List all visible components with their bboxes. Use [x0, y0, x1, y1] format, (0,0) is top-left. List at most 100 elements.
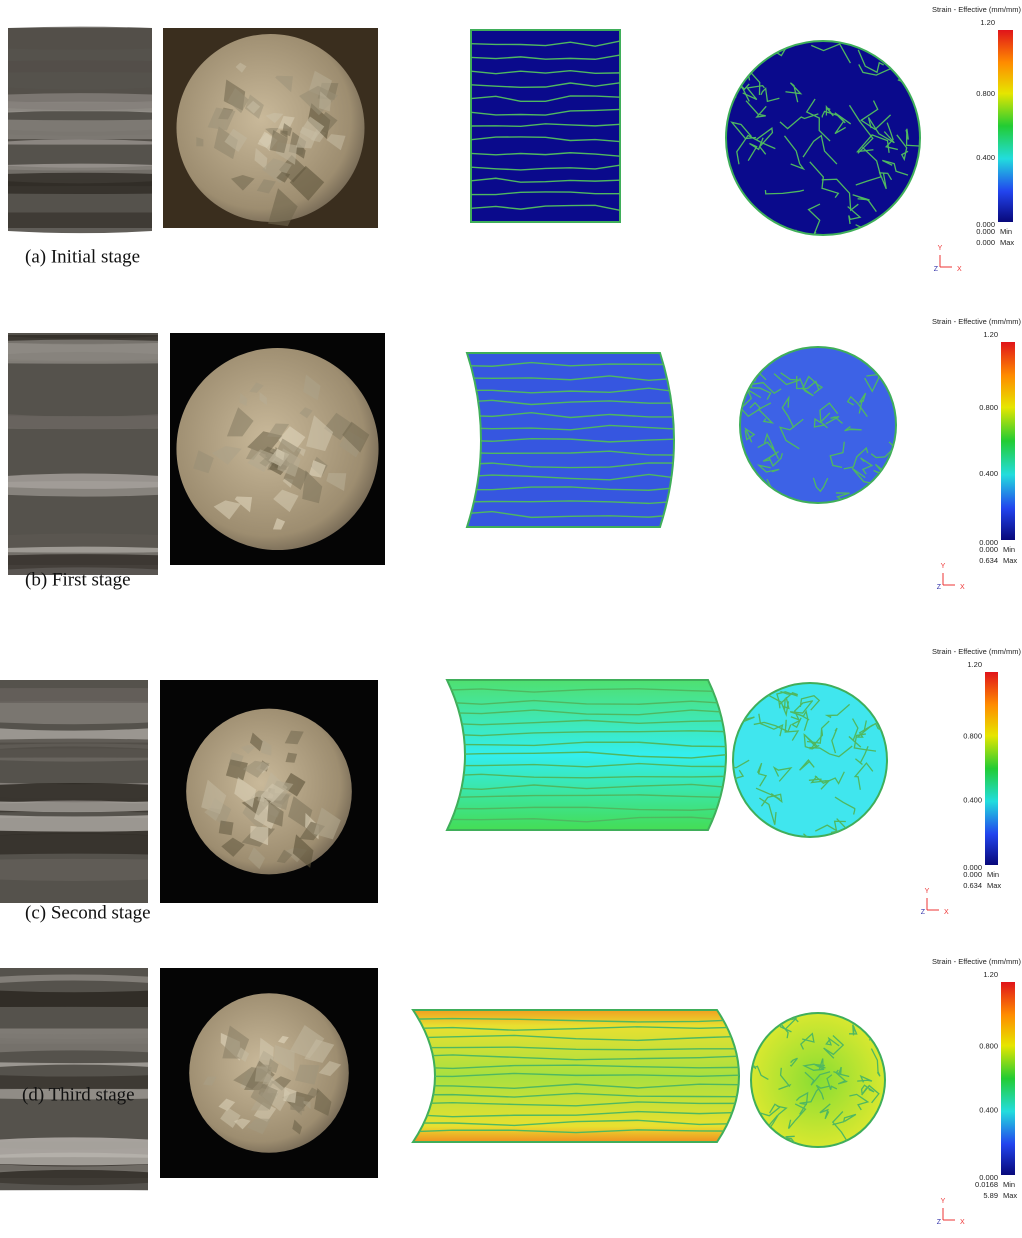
legend-title: Strain - Effective (mm/mm): [932, 317, 1022, 326]
colorbar-tick-label: 1.20: [967, 660, 982, 669]
triad-label: Z: [934, 266, 939, 273]
grain-boundary: [832, 1000, 842, 1013]
photo-streak: [0, 991, 148, 1007]
photo-streak: [0, 815, 148, 831]
caption: (b) First stage: [25, 569, 131, 590]
colorbar-tick-label: 0.400: [979, 1106, 998, 1115]
grain-boundary: [884, 479, 897, 503]
grain-boundary: [738, 813, 755, 858]
colorbar: [998, 30, 1013, 222]
colorbar-tick-label: 0.800: [979, 1041, 998, 1050]
triad-label: Y: [925, 888, 930, 895]
photo-streak: [8, 93, 152, 110]
legend-max-label: Max: [1003, 1191, 1017, 1200]
legend-title: Strain - Effective (mm/mm): [932, 957, 1022, 966]
legend-max: 0.634: [963, 881, 982, 890]
grain-boundary: [878, 342, 891, 360]
sim-cross-section: [740, 347, 896, 503]
grain-boundary: [895, 31, 928, 58]
grain-boundary: [888, 365, 899, 381]
photo-streak: [0, 739, 148, 758]
photo-streak: [0, 783, 148, 803]
legend-min-label: Min: [1003, 1180, 1015, 1189]
caption: (d) Third stage: [22, 1084, 135, 1105]
grain-boundary: [882, 1129, 890, 1144]
colorbar-tick-label: 0.800: [963, 731, 982, 740]
legend-max-label: Max: [1000, 238, 1014, 247]
colorbar-tick-label: 0.800: [976, 89, 995, 98]
photo-grain: [219, 820, 234, 835]
photo-streak: [8, 340, 158, 362]
caption: (c) Second stage: [25, 902, 151, 923]
colorbar-tick-label: 0.800: [979, 403, 998, 412]
grain-boundary: [863, 1007, 880, 1020]
grain-boundary: [772, 996, 791, 1013]
photo-longitudinal: [8, 333, 158, 565]
grain-boundary: [877, 1028, 887, 1043]
legend-min: 0.000: [979, 545, 998, 554]
legend-title: Strain - Effective (mm/mm): [932, 5, 1022, 14]
photo-streak: [8, 27, 152, 50]
colorbar-tick-label: 1.20: [983, 330, 998, 339]
triad-label: Y: [941, 563, 946, 570]
panel: Strain - Effective (mm/mm) 1.20 0.800 0.400…: [0, 957, 1021, 1226]
legend-max-label: Max: [987, 881, 1001, 890]
colorbar-tick-label: 1.20: [983, 970, 998, 979]
grain-boundary: [866, 491, 879, 506]
grain-boundary: [780, 1145, 794, 1150]
triad-label: X: [960, 584, 965, 591]
grain-boundary: [862, 692, 887, 707]
colorbar: [1001, 982, 1015, 1175]
photo-streak: [8, 474, 158, 489]
grain-boundary: [737, 357, 751, 387]
legend-min: 0.000: [976, 227, 995, 236]
grain-boundary: [857, 985, 873, 1014]
photo-streak: [8, 547, 158, 553]
caption: (a) Initial stage: [25, 246, 140, 267]
colorbar-tick-label: 0.400: [963, 796, 982, 805]
triad-label: Z: [937, 1219, 942, 1226]
legend-min-label: Min: [1000, 227, 1012, 236]
grain-boundary: [702, 84, 732, 104]
sim-cross-section: [733, 683, 887, 837]
grain-boundary: [853, 495, 869, 516]
triad-label: Z: [937, 584, 942, 591]
photo-streak: [0, 701, 148, 724]
legend-min-label: Min: [1003, 545, 1015, 554]
panel: Strain - Effective (mm/mm) 1.20 0.800 0.400…: [8, 317, 1021, 591]
triad-label: Z: [921, 909, 926, 916]
photo-streak: [0, 833, 148, 854]
photo-streak: [8, 173, 152, 194]
photo-streak: [8, 212, 152, 233]
colorbar-tick-label: 0.400: [976, 153, 995, 162]
grain-boundary: [877, 474, 906, 484]
photo-streak: [0, 801, 148, 812]
grain-boundary: [871, 1146, 893, 1157]
triad-label: X: [957, 266, 962, 273]
legend-max: 0.634: [979, 556, 998, 565]
legend-min: 0.000: [963, 870, 982, 879]
colorbar-tick-label: 0.400: [979, 469, 998, 478]
legend-title: Strain - Effective (mm/mm): [932, 647, 1022, 656]
photo-streak: [8, 534, 158, 548]
grain-boundary: [889, 459, 909, 479]
photo-streak: [0, 688, 148, 703]
grain-boundary: [866, 489, 879, 507]
grain-boundary: [848, 824, 871, 853]
photo-streak: [0, 1153, 148, 1166]
photo-streak: [0, 1034, 148, 1053]
legend-min-label: Min: [987, 870, 999, 879]
grain-boundary: [856, 1144, 868, 1167]
triad-label: X: [960, 1219, 965, 1226]
legend-max: 5.89: [983, 1191, 998, 1200]
panel: Strain - Effective (mm/mm) 1.20 0.800 0.400…: [0, 647, 1021, 923]
colorbar-tick-label: 1.20: [980, 18, 995, 27]
grain-boundary: [887, 235, 910, 256]
photo-streak: [0, 859, 148, 881]
triad-label: X: [944, 909, 949, 916]
grain-boundary: [771, 836, 786, 846]
colorbar: [1001, 342, 1015, 540]
grain-boundary: [860, 1009, 878, 1015]
legend-min: 0.0168: [975, 1180, 998, 1189]
panel: Strain - Effective (mm/mm) 1.20 0.800 0.400…: [8, 5, 1021, 273]
